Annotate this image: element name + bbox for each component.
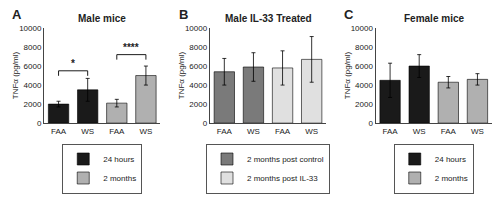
- svg-text:2000: 2000: [189, 100, 207, 109]
- svg-text:10000: 10000: [351, 24, 374, 33]
- svg-text:WS: WS: [81, 127, 94, 136]
- svg-text:10000: 10000: [19, 24, 42, 33]
- svg-text:WS: WS: [305, 127, 318, 136]
- svg-text:FAA: FAA: [441, 127, 457, 136]
- svg-text:FAA: FAA: [109, 127, 125, 136]
- svg-text:4000: 4000: [355, 81, 373, 90]
- svg-text:TNFα (pg/ml): TNFα (pg/ml): [177, 52, 186, 100]
- svg-text:WS: WS: [413, 127, 426, 136]
- svg-text:2 months post control: 2 months post control: [247, 155, 324, 164]
- svg-text:24 hours: 24 hours: [103, 155, 134, 164]
- svg-text:0: 0: [368, 119, 373, 128]
- svg-text:0: 0: [203, 119, 208, 128]
- svg-text:4000: 4000: [189, 81, 207, 90]
- svg-text:4000: 4000: [24, 81, 42, 90]
- svg-text:WS: WS: [471, 127, 484, 136]
- svg-text:8000: 8000: [189, 43, 207, 52]
- svg-text:C: C: [344, 7, 354, 22]
- svg-text:Male mice: Male mice: [78, 13, 126, 24]
- svg-text:A: A: [12, 7, 22, 22]
- svg-text:FAA: FAA: [275, 127, 291, 136]
- svg-text:10000: 10000: [185, 24, 208, 33]
- svg-text:6000: 6000: [355, 62, 373, 71]
- svg-text:FAA: FAA: [383, 127, 399, 136]
- svg-text:FAA: FAA: [217, 127, 233, 136]
- svg-text:2000: 2000: [24, 100, 42, 109]
- svg-text:WS: WS: [247, 127, 260, 136]
- svg-text:TNFα (pg/ml): TNFα (pg/ml): [343, 52, 352, 100]
- svg-text:****: ****: [123, 42, 139, 53]
- svg-text:0: 0: [37, 119, 42, 128]
- svg-text:8000: 8000: [355, 43, 373, 52]
- svg-text:Female mice: Female mice: [404, 13, 464, 24]
- svg-text:FAA: FAA: [51, 127, 67, 136]
- svg-text:2 months: 2 months: [103, 174, 136, 183]
- svg-text:24 hours: 24 hours: [435, 155, 466, 164]
- svg-text:WS: WS: [139, 127, 152, 136]
- svg-text:B: B: [179, 7, 188, 22]
- svg-text:2 months: 2 months: [435, 174, 468, 183]
- svg-text:2 months post IL-33: 2 months post IL-33: [247, 174, 318, 183]
- svg-text:6000: 6000: [24, 62, 42, 71]
- svg-text:Male IL-33 Treated: Male IL-33 Treated: [225, 13, 312, 24]
- svg-text:TNFα (pg/ml): TNFα (pg/ml): [11, 52, 20, 100]
- svg-text:6000: 6000: [189, 62, 207, 71]
- svg-text:2000: 2000: [355, 100, 373, 109]
- svg-text:*: *: [71, 58, 75, 69]
- svg-text:8000: 8000: [24, 43, 42, 52]
